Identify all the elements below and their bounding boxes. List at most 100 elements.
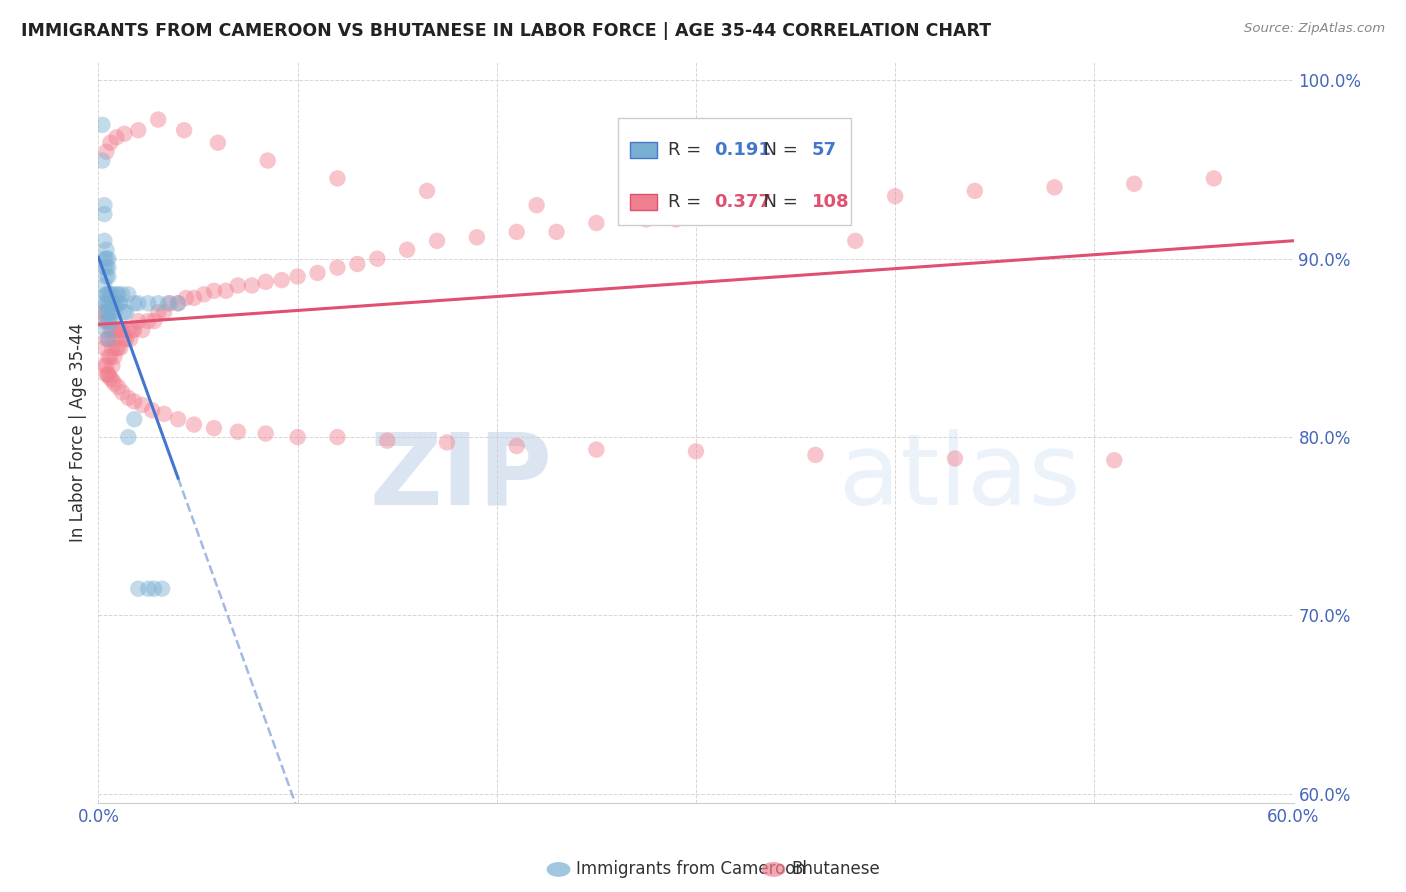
Point	[804, 448, 827, 462]
Point	[506, 225, 529, 239]
Point	[307, 266, 329, 280]
Point	[127, 296, 149, 310]
Text: IMMIGRANTS FROM CAMEROON VS BHUTANESE IN LABOR FORCE | AGE 35-44 CORRELATION CHA: IMMIGRANTS FROM CAMEROON VS BHUTANESE IN…	[21, 22, 991, 40]
Point	[202, 421, 225, 435]
Point	[1202, 171, 1225, 186]
Point	[174, 291, 197, 305]
Text: N =: N =	[752, 141, 804, 159]
Point	[98, 323, 122, 337]
Point	[97, 368, 120, 382]
Point	[127, 582, 149, 596]
Point	[98, 287, 122, 301]
Point	[97, 296, 120, 310]
Point	[96, 368, 118, 382]
Text: 0.191: 0.191	[714, 141, 770, 159]
Point	[1104, 453, 1126, 467]
Point	[112, 332, 135, 346]
Point	[153, 305, 176, 319]
Point	[117, 391, 139, 405]
Point	[97, 305, 120, 319]
Point	[96, 314, 118, 328]
Text: atlas: atlas	[839, 428, 1081, 525]
Text: Immigrants from Cameroon: Immigrants from Cameroon	[576, 861, 806, 879]
Point	[96, 359, 118, 373]
Point	[1123, 177, 1146, 191]
Point	[115, 305, 138, 319]
Point	[93, 278, 115, 293]
Point	[97, 332, 120, 346]
Point	[685, 444, 707, 458]
Point	[193, 287, 215, 301]
Point	[124, 394, 146, 409]
Point	[93, 260, 115, 275]
Y-axis label: In Labor Force | Age 35-44: In Labor Force | Age 35-44	[69, 323, 87, 542]
Text: R =: R =	[668, 193, 707, 211]
Text: R =: R =	[668, 141, 707, 159]
Text: 57: 57	[811, 141, 837, 159]
Point	[326, 430, 349, 444]
Point	[97, 314, 120, 328]
Point	[105, 287, 128, 301]
Point	[585, 216, 607, 230]
Point	[124, 323, 146, 337]
Text: 108: 108	[811, 193, 849, 211]
Point	[804, 198, 827, 212]
Point	[665, 212, 688, 227]
Point	[93, 252, 115, 266]
Point	[254, 275, 277, 289]
Point	[97, 332, 120, 346]
Point	[97, 287, 120, 301]
Point	[148, 112, 170, 127]
Point	[103, 350, 125, 364]
Point	[98, 371, 122, 385]
Point	[416, 184, 439, 198]
Circle shape	[547, 862, 571, 877]
Point	[107, 341, 129, 355]
Point	[326, 260, 349, 275]
Point	[101, 373, 124, 387]
Point	[287, 430, 309, 444]
FancyBboxPatch shape	[619, 118, 852, 226]
Point	[943, 451, 966, 466]
Point	[93, 359, 115, 373]
Point	[636, 212, 658, 227]
Point	[167, 412, 190, 426]
Point	[93, 296, 115, 310]
Text: ZIP: ZIP	[370, 428, 553, 525]
Point	[111, 323, 134, 337]
Point	[426, 234, 449, 248]
Point	[101, 341, 124, 355]
Point	[148, 296, 170, 310]
Point	[110, 296, 132, 310]
Point	[183, 417, 205, 432]
Point	[97, 350, 120, 364]
Point	[287, 269, 309, 284]
Point	[112, 127, 135, 141]
Point	[207, 136, 229, 150]
Point	[96, 323, 118, 337]
Point	[111, 287, 134, 301]
Point	[884, 189, 907, 203]
Point	[112, 305, 135, 319]
Point	[96, 243, 118, 257]
Point	[1043, 180, 1066, 194]
Point	[97, 269, 120, 284]
Point	[326, 171, 349, 186]
Point	[148, 305, 170, 319]
Point	[96, 252, 118, 266]
Point	[97, 252, 120, 266]
Point	[93, 198, 115, 212]
Point	[107, 380, 129, 394]
Point	[107, 323, 129, 337]
Point	[107, 296, 129, 310]
Point	[963, 184, 986, 198]
Point	[159, 296, 181, 310]
Point	[101, 287, 124, 301]
Point	[226, 425, 249, 439]
Circle shape	[762, 862, 786, 877]
Point	[98, 136, 122, 150]
Point	[98, 350, 122, 364]
Point	[103, 296, 125, 310]
Point	[103, 332, 125, 346]
Point	[131, 323, 153, 337]
